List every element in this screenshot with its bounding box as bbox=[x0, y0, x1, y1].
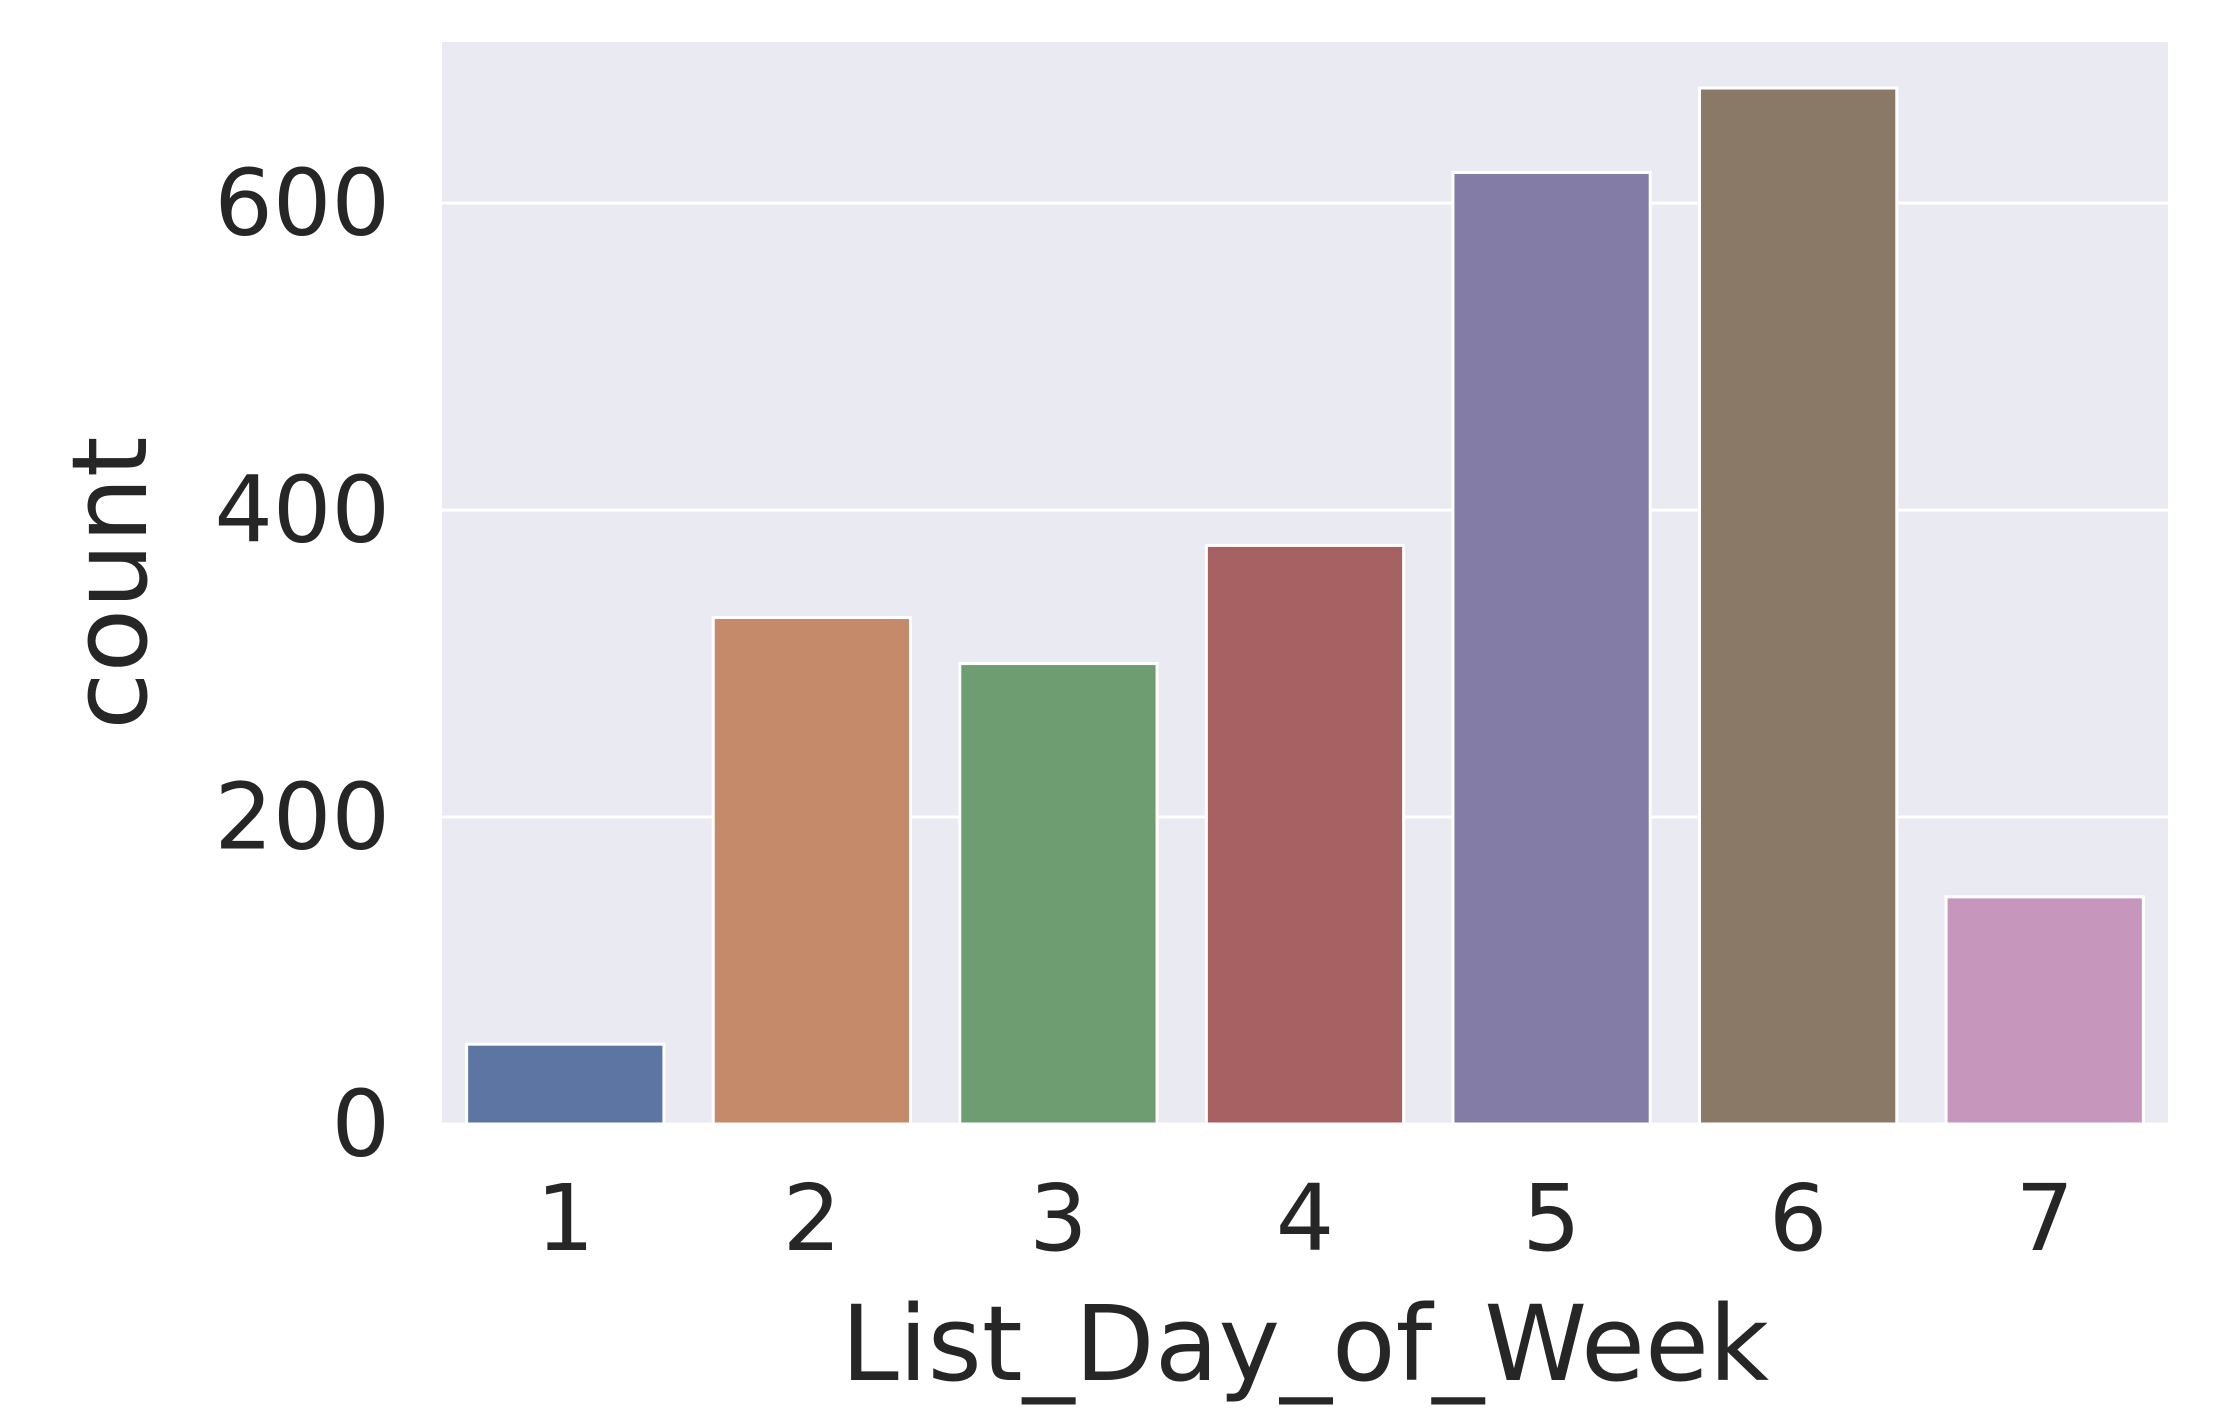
y-tick-label-0: 0 bbox=[331, 1071, 390, 1178]
bars bbox=[465, 86, 2145, 1126]
y-tick-label-200: 200 bbox=[214, 764, 390, 871]
x-tick-label-4: 4 bbox=[1276, 1165, 1335, 1272]
x-axis-label: List_Day_of_Week bbox=[841, 1283, 1769, 1405]
bar-7 bbox=[1944, 895, 2145, 1126]
y-tick-label-400: 400 bbox=[214, 457, 390, 564]
y-tick-label-600: 600 bbox=[214, 150, 390, 257]
x-tick-label-2: 2 bbox=[783, 1165, 842, 1272]
bar-4 bbox=[1204, 543, 1406, 1126]
bar-6 bbox=[1698, 86, 1899, 1126]
x-tick-label-3: 3 bbox=[1029, 1165, 1088, 1272]
bar-1 bbox=[465, 1042, 666, 1126]
bar-2 bbox=[711, 616, 912, 1126]
bar-3 bbox=[958, 662, 1159, 1126]
x-tick-label-6: 6 bbox=[1769, 1165, 1828, 1272]
x-tick-labels: 1 2 3 4 5 6 7 bbox=[536, 1165, 2074, 1272]
y-axis-label: count bbox=[49, 436, 171, 729]
x-tick-label-7: 7 bbox=[2015, 1165, 2074, 1272]
bar-5 bbox=[1451, 170, 1652, 1126]
y-tick-labels: 0 200 400 600 bbox=[214, 150, 390, 1178]
x-tick-label-5: 5 bbox=[1522, 1165, 1581, 1272]
x-tick-label-1: 1 bbox=[536, 1165, 595, 1272]
